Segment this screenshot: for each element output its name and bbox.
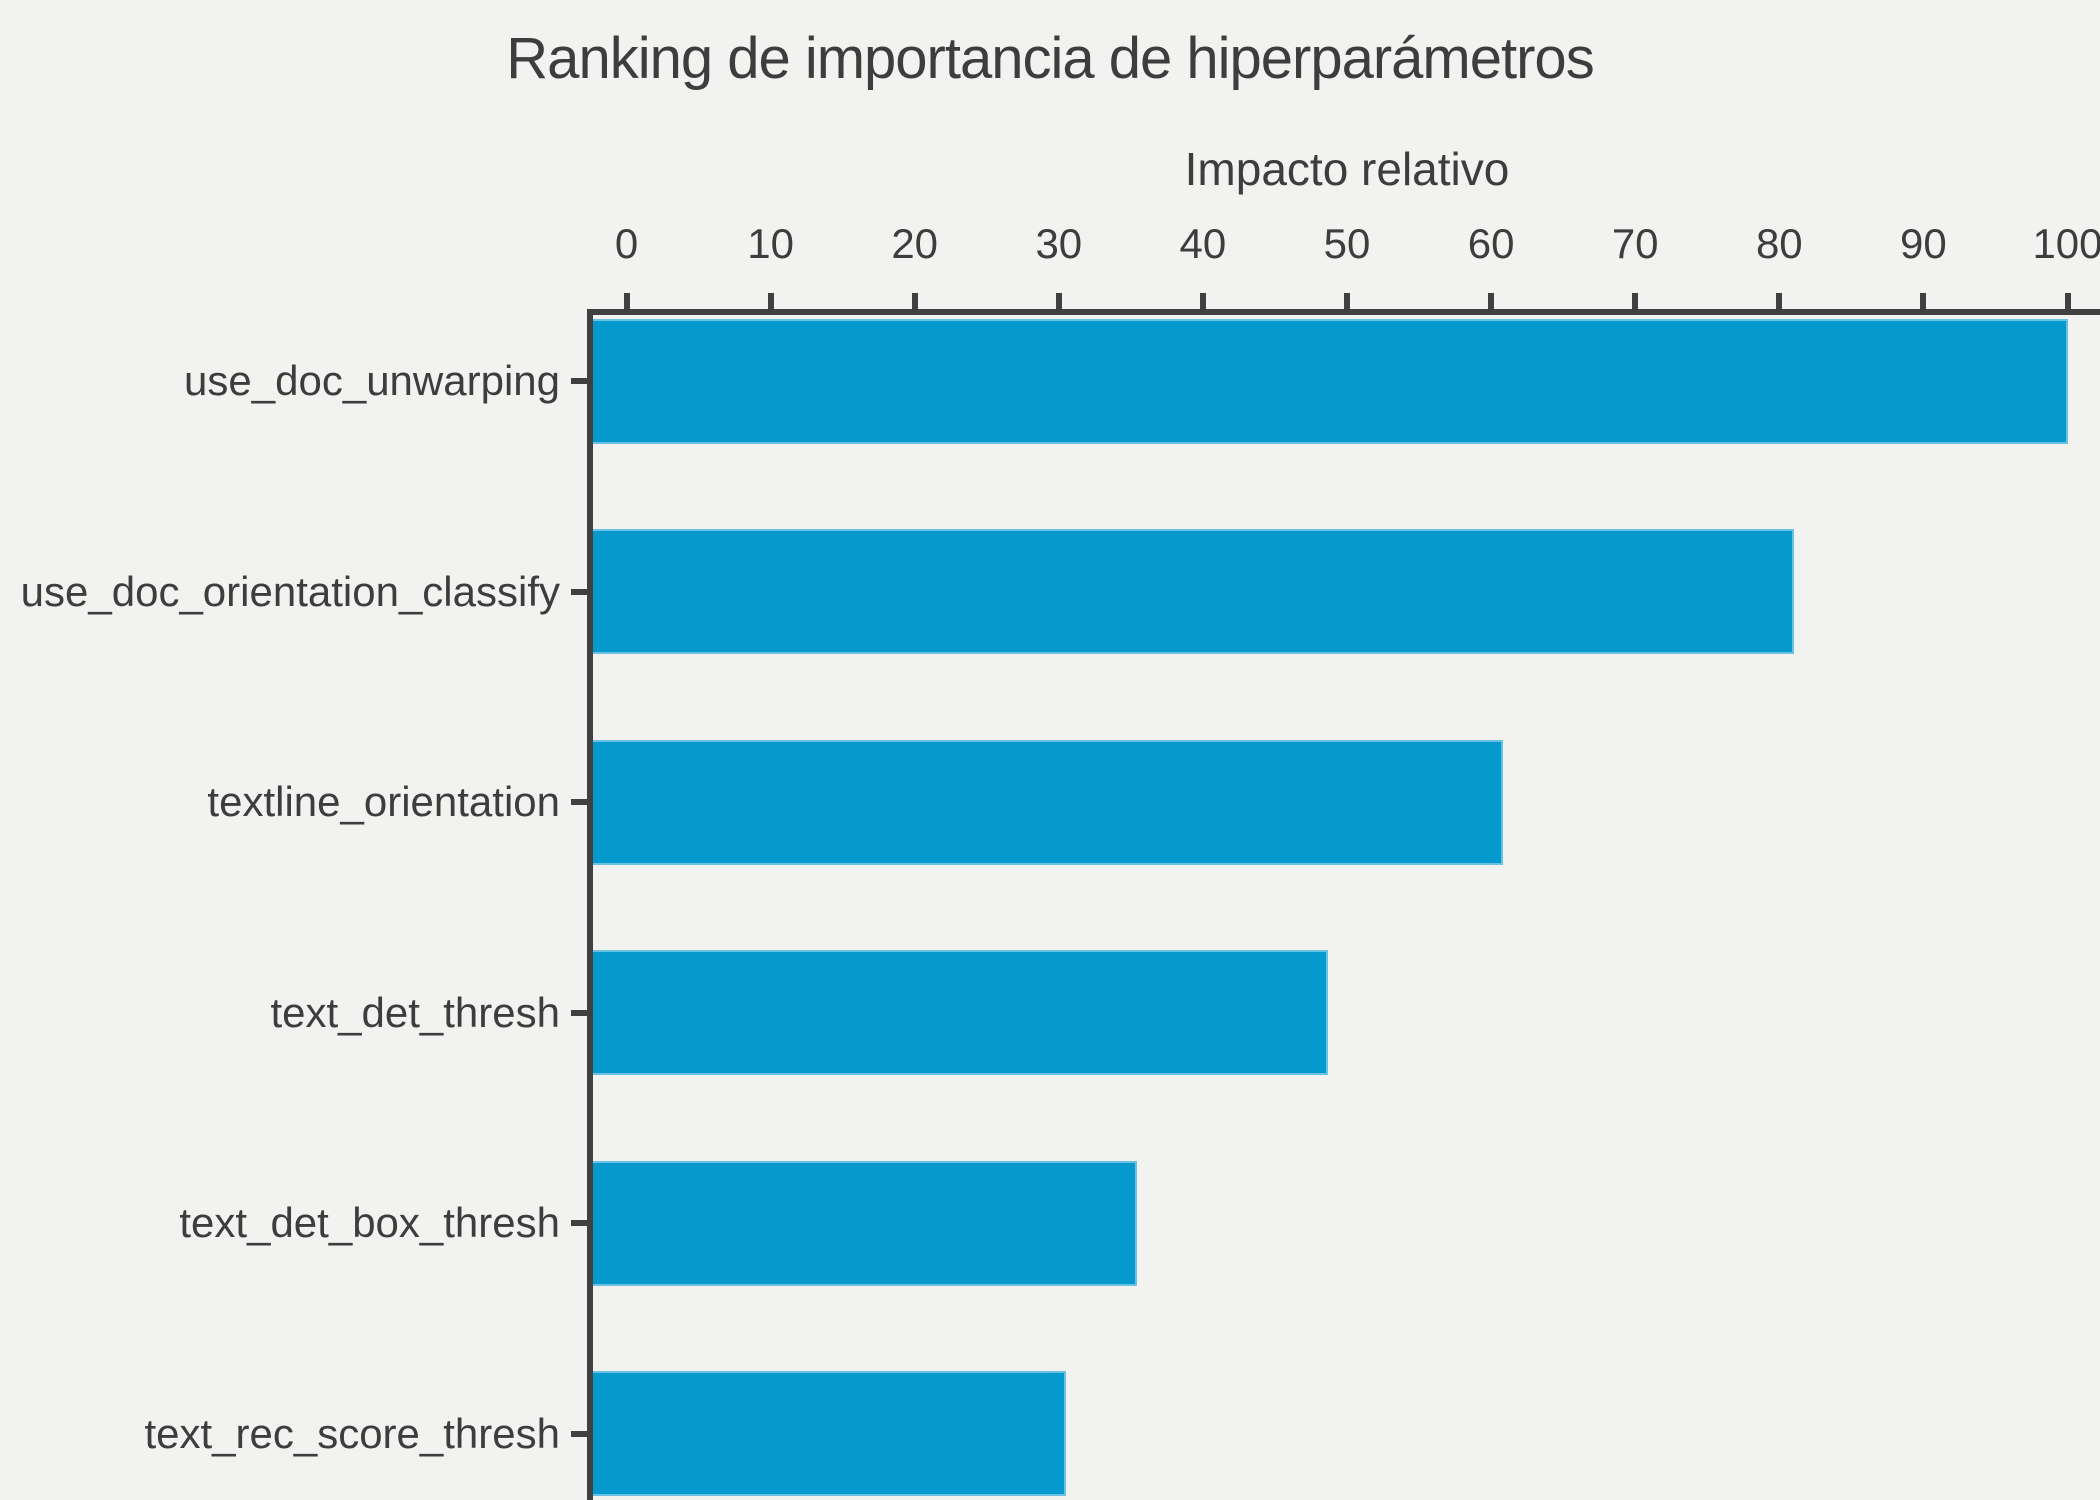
bar-text_det_box_thresh xyxy=(593,1160,1137,1286)
x-tick-mark xyxy=(2064,293,2071,309)
y-tick-label: text_det_box_thresh xyxy=(179,1199,560,1246)
y-tick-label: use_doc_orientation_classify xyxy=(20,567,560,615)
x-tick-label: 80 xyxy=(1755,220,1803,267)
x-tick-label: 30 xyxy=(1035,220,1083,267)
y-tick-label: text_det_thresh xyxy=(270,988,560,1036)
bar-use_doc_orientation_classify xyxy=(593,529,1794,654)
y-tick-mark xyxy=(571,1220,587,1226)
y-tick-mark xyxy=(571,799,587,805)
y-tick-label: text_rec_score_thresh xyxy=(144,1409,560,1457)
x-tick-label: 20 xyxy=(891,220,939,267)
bar-use_doc_unwarping xyxy=(593,318,2068,444)
x-tick-label: 60 xyxy=(1467,220,1515,267)
x-tick-mark xyxy=(1055,293,1062,309)
x-axis-line xyxy=(587,309,2100,315)
x-tick-label: 100 xyxy=(2032,220,2100,267)
y-axis-line xyxy=(587,309,593,1500)
x-tick-mark xyxy=(911,293,918,309)
x-tick-mark xyxy=(1488,293,1495,309)
x-tick-mark xyxy=(1632,293,1639,309)
y-tick-label: textline_orientation xyxy=(207,778,560,825)
x-tick-label: 10 xyxy=(747,220,794,267)
bar-text_det_thresh xyxy=(593,950,1329,1075)
x-tick-label: 70 xyxy=(1611,220,1659,267)
x-tick-label: 90 xyxy=(1900,220,1947,267)
x-tick-label: 40 xyxy=(1179,220,1227,267)
chart-title: Ranking de importancia de hiperparámetro… xyxy=(506,26,1594,91)
y-tick-mark xyxy=(571,1430,587,1437)
bar-textline_orientation xyxy=(593,739,1503,865)
x-tick-mark xyxy=(623,293,630,309)
x-tick-mark xyxy=(1344,293,1350,309)
bar-text_rec_score_thresh xyxy=(593,1371,1066,1496)
x-axis-label: Impacto relativo xyxy=(1184,143,1510,195)
x-tick-mark xyxy=(1199,293,1206,309)
y-tick-label: use_doc_unwarping xyxy=(184,357,560,404)
y-tick-mark xyxy=(571,588,587,595)
x-tick-label: 50 xyxy=(1323,220,1371,267)
y-tick-mark xyxy=(571,378,587,384)
y-tick-mark xyxy=(571,1009,587,1016)
x-tick-mark xyxy=(1920,293,1927,309)
x-tick-label: 0 xyxy=(614,220,639,267)
x-tick-mark xyxy=(1776,293,1783,309)
x-tick-mark xyxy=(767,293,774,309)
